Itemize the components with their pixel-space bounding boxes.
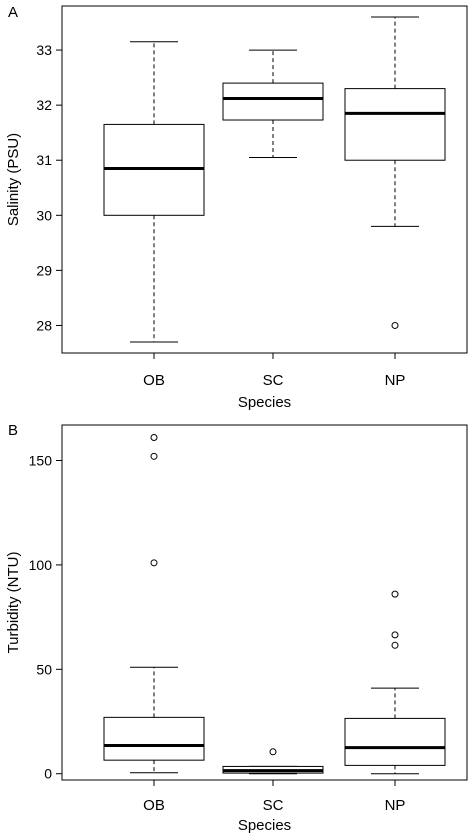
iqr-box [344, 88, 446, 161]
y-tick-label: 100 [29, 557, 53, 573]
outlier-point [150, 452, 158, 460]
outlier-point [269, 748, 277, 756]
y-axis-label: Salinity (PSU) [5, 133, 22, 226]
y-tick-label: 30 [36, 207, 52, 223]
y-tick-label: 32 [36, 97, 52, 113]
y-tick-label: 31 [36, 152, 52, 168]
panel-label: A [8, 4, 18, 21]
x-axis-label: Species [238, 817, 291, 834]
iqr-box [103, 716, 205, 761]
iqr-box [222, 82, 324, 121]
box-ob [103, 434, 205, 774]
y-tick-label: 33 [36, 42, 52, 58]
outlier-point [391, 590, 399, 598]
x-tick-label: NP [385, 372, 406, 389]
outlier-point [391, 631, 399, 639]
plot-frame [61, 424, 468, 781]
chart-panel-b: B 0 50 100 150 Turbidity (NTU) OB SC NP Species [5, 422, 468, 834]
x-tick-label: NP [385, 797, 406, 814]
y-axis-label: Turbidity (NTU) [5, 552, 22, 654]
chart-panel-a: A 28 29 30 31 32 33 Salinity (PSU) OB SC NP Species [5, 4, 468, 411]
y-tick-label: 0 [44, 766, 52, 782]
x-tick-label: SC [263, 372, 284, 389]
plot-frame [61, 5, 468, 354]
box-np [344, 16, 446, 329]
panel-label: B [8, 422, 18, 439]
iqr-box [344, 717, 446, 766]
y-tick-label: 29 [36, 262, 52, 278]
box-sc [222, 49, 324, 158]
box-sc [222, 748, 324, 775]
y-tick-label: 28 [36, 317, 52, 333]
y-tick-label: 50 [36, 661, 52, 677]
outlier-point [150, 434, 158, 442]
outlier-point [391, 321, 399, 329]
box-np [344, 590, 446, 775]
y-tick-label: 150 [29, 453, 53, 469]
box-ob [103, 41, 205, 343]
x-axis-label: Species [238, 394, 291, 411]
x-tick-label: SC [263, 797, 284, 814]
x-tick-label: OB [143, 797, 165, 814]
outlier-point [150, 559, 158, 567]
outlier-point [391, 641, 399, 649]
x-tick-label: OB [143, 372, 165, 389]
